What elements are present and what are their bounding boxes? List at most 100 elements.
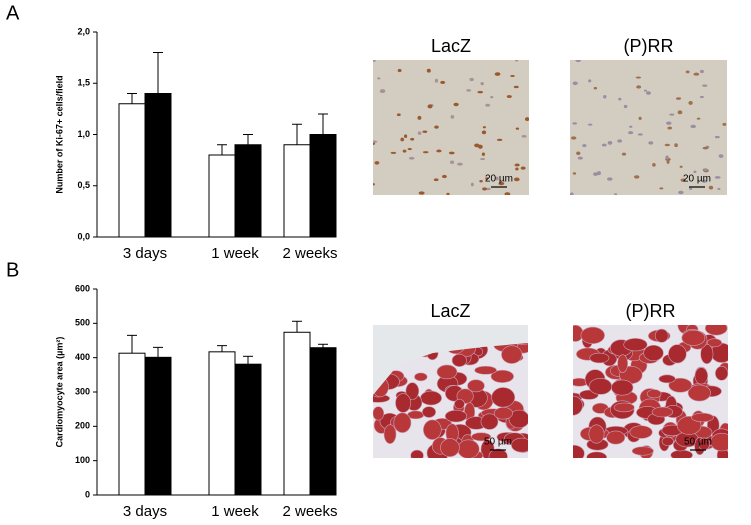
- image-title: (P)RR: [626, 301, 676, 321]
- nucleus: [704, 168, 708, 172]
- nucleus: [422, 151, 429, 154]
- fiber: [617, 354, 628, 373]
- fiber: [661, 436, 674, 446]
- bar: [118, 103, 146, 238]
- nucleus: [635, 76, 642, 79]
- nucleus: [714, 176, 721, 179]
- nucleus: [510, 74, 515, 77]
- bar: [309, 347, 337, 496]
- nucleus: [515, 167, 519, 171]
- bar: [118, 352, 146, 496]
- nucleus: [603, 94, 607, 99]
- fiber: [493, 407, 513, 420]
- nucleus: [506, 95, 512, 98]
- nucleus: [714, 135, 720, 139]
- fiber: [501, 345, 523, 364]
- nucleus: [621, 152, 627, 156]
- nucleus: [485, 103, 491, 107]
- nucleus: [485, 177, 489, 180]
- nucleus: [718, 154, 724, 158]
- nucleus: [618, 97, 622, 101]
- nucleus: [666, 121, 672, 125]
- fiber: [623, 338, 648, 352]
- nucleus: [634, 175, 640, 179]
- scale-label: 20 µm: [485, 174, 513, 185]
- fiber: [629, 425, 653, 439]
- y-tick-label: 0,0: [77, 231, 90, 241]
- nucleus: [702, 146, 709, 150]
- y-tick-label: 400: [75, 352, 90, 362]
- nucleus: [513, 177, 520, 182]
- micrograph-content: [373, 60, 529, 195]
- nucleus: [504, 192, 511, 195]
- nucleus: [474, 143, 480, 148]
- nucleus: [643, 89, 648, 92]
- nucleus: [623, 104, 628, 109]
- nucleus: [490, 95, 494, 99]
- nucleus: [497, 138, 503, 141]
- fiber: [643, 344, 664, 362]
- x-tick-label: 1 week: [211, 245, 259, 262]
- nucleus: [450, 160, 455, 164]
- scale-label: 20 µm: [683, 174, 711, 185]
- fiber: [491, 387, 516, 408]
- nucleus: [521, 135, 527, 138]
- fiber: [606, 430, 626, 445]
- fiber: [654, 328, 669, 343]
- nucleus: [408, 156, 415, 160]
- nucleus: [665, 155, 669, 160]
- nucleus: [570, 136, 577, 140]
- nucleus: [685, 70, 690, 74]
- nucleus: [675, 97, 682, 100]
- nucleus: [479, 179, 483, 183]
- nucleus: [481, 152, 486, 156]
- nucleus: [688, 101, 693, 105]
- nucleus: [513, 85, 519, 89]
- fiber: [373, 406, 385, 421]
- fiber: [658, 374, 676, 384]
- gap: [373, 325, 528, 395]
- nucleus: [373, 183, 375, 186]
- nucleus: [575, 60, 581, 63]
- nucleus: [470, 182, 474, 187]
- y-tick-label: 0: [85, 489, 90, 499]
- fiber: [691, 412, 714, 423]
- nucleus: [520, 166, 526, 170]
- fiber: [715, 366, 728, 381]
- nucleus: [572, 81, 578, 86]
- x-tick-label: 1 week: [211, 503, 259, 520]
- nucleus: [587, 123, 593, 126]
- nucleus: [636, 85, 642, 89]
- nucleus: [652, 163, 656, 167]
- nucleus: [495, 176, 499, 181]
- micrograph: [573, 325, 728, 458]
- nucleus: [638, 116, 642, 120]
- nucleus: [434, 78, 439, 83]
- nucleus: [494, 72, 501, 76]
- nucleus: [664, 143, 671, 147]
- fiber: [613, 402, 635, 413]
- nucleus: [674, 143, 678, 148]
- nucleus: [708, 185, 714, 190]
- nucleus: [572, 122, 578, 125]
- x-tick-label: 3 days: [123, 245, 167, 262]
- tissue: [373, 60, 529, 195]
- nucleus: [701, 179, 708, 183]
- fiber: [393, 412, 412, 433]
- nucleus: [693, 170, 697, 174]
- nucleus: [480, 157, 485, 161]
- fiber: [588, 424, 605, 444]
- nucleus: [637, 133, 643, 136]
- nucleus: [446, 192, 450, 195]
- nucleus: [450, 114, 455, 119]
- fiber: [414, 372, 428, 382]
- nucleus: [617, 139, 623, 143]
- fiber: [710, 432, 728, 452]
- nucleus: [457, 162, 463, 166]
- nucleus: [588, 79, 592, 83]
- fiber: [573, 444, 585, 458]
- nucleus: [627, 131, 634, 135]
- nucleus: [601, 143, 607, 147]
- fiber: [471, 432, 492, 442]
- panel-label: B: [6, 259, 19, 281]
